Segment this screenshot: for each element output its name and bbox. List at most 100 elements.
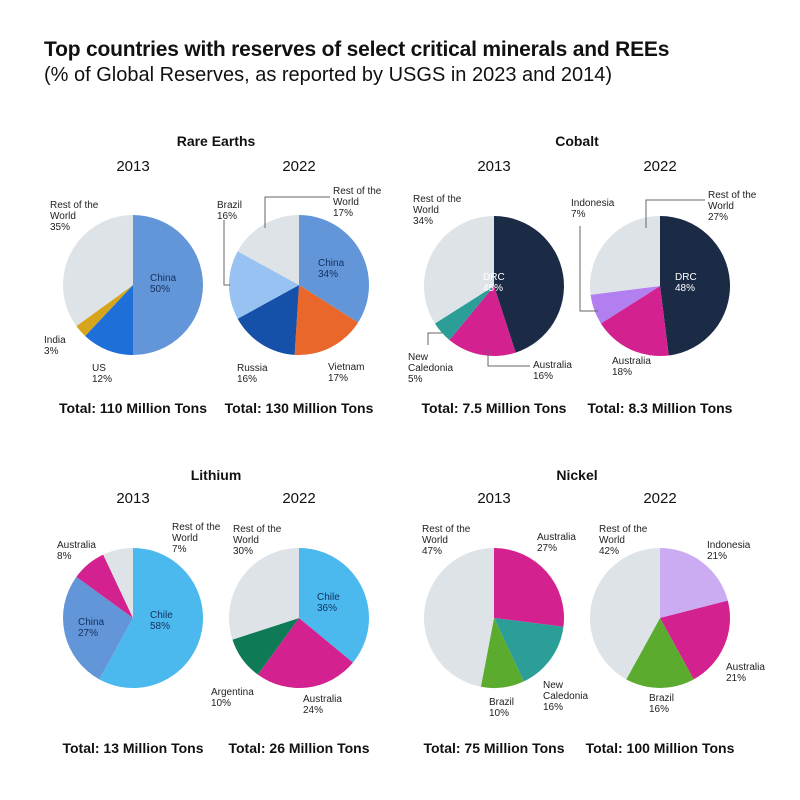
pie-slice-australia [494, 548, 565, 627]
slice-label: Rest of the World 47 [422, 524, 480, 557]
slice-label: Rest of the World 17 [333, 186, 391, 219]
slice-name: Brazil [489, 697, 515, 708]
pie-slice-drc [494, 216, 564, 353]
pie-slice-brazil [480, 618, 524, 689]
year-label: 2022 [282, 158, 316, 175]
pie-slice-australia [76, 554, 133, 618]
slice-name: Rest of the World [233, 524, 282, 546]
slice-percent: 34 [318, 269, 338, 280]
slice-name: Argentina [211, 687, 254, 698]
pie-slice-brazil [229, 251, 299, 319]
slice-percent: 48 [675, 283, 695, 294]
slice-name: Vietnam [328, 362, 365, 373]
pie-slice-rest-of-the-world [423, 548, 494, 687]
year-label: 2013 [116, 158, 150, 175]
slice-label: Indonesia 7 [571, 198, 614, 220]
slice-percent: 16 [217, 211, 237, 222]
slice-label: India 3 [44, 335, 66, 357]
mineral-title: Lithium [190, 467, 242, 483]
pie-slice-argentina [232, 618, 299, 675]
slice-name: Australia [537, 532, 576, 543]
slice-percent: 10 [211, 698, 231, 709]
slice-label: New Caledonia 16 [543, 680, 601, 713]
slice-label: Indonesia 21 [707, 540, 750, 562]
slice-label: Rest of the World 35 [50, 200, 108, 233]
slice-label: Rest of the World 27 [708, 190, 766, 223]
pie-slice-rest-of-the-world [237, 215, 299, 285]
slice-name: Brazil [217, 200, 243, 211]
slice-label: China 34 [318, 258, 344, 280]
slice-percent: 17 [328, 373, 348, 384]
slice-name: Rest of the World [333, 186, 382, 208]
year-label: 2013 [116, 490, 150, 507]
slice-percent: 27 [537, 543, 557, 554]
slice-percent: 50 [150, 284, 170, 295]
pie-slice-rest-of-the-world [590, 548, 660, 680]
slice-percent: 58 [150, 621, 170, 632]
slice-name: China [150, 273, 177, 284]
slice-name: DRC [675, 272, 697, 283]
slice-name: US [92, 363, 106, 374]
slice-name: New Caledonia [543, 680, 589, 702]
slice-name: Rest of the World [413, 194, 462, 216]
slice-label: Australia 21 [726, 662, 765, 684]
slice-label: DRC 45 [483, 272, 505, 294]
slice-percent: 12 [92, 374, 112, 385]
slice-percent: 10 [489, 708, 509, 719]
total-label: Total: 100 Million Tons [585, 740, 735, 756]
pie-slice-rest-of-the-world [63, 215, 133, 327]
total-label: Total: 8.3 Million Tons [587, 400, 733, 416]
page-title: Top countries with reserves of select cr… [44, 38, 670, 61]
slice-percent: 16 [237, 374, 257, 385]
slice-name: Australia [533, 360, 572, 371]
pie-slice-australia [660, 600, 730, 680]
leader-line [487, 350, 530, 367]
slice-percent: 16 [649, 704, 669, 715]
leader-line [645, 199, 705, 228]
slice-label: Brazil 16 [649, 693, 674, 715]
slice-name: Australia [726, 662, 765, 673]
slice-name: Rest of the World [708, 190, 757, 212]
slice-label: China 50 [150, 273, 176, 295]
pie-slice-new-caledonia [494, 618, 564, 682]
slice-name: Indonesia [707, 540, 751, 551]
slice-name: China [318, 258, 345, 269]
slice-label: Australia 24 [303, 694, 342, 716]
slice-name: Indonesia [571, 198, 615, 209]
slice-name: New Caledonia [408, 352, 454, 374]
slice-label: Chile 36 [317, 592, 340, 614]
slice-name: Chile [317, 592, 340, 603]
slice-percent: 7 [571, 209, 585, 220]
slice-percent: 27 [78, 628, 98, 639]
mineral-title: Cobalt [555, 133, 599, 149]
mineral-title: Nickel [556, 467, 598, 483]
slice-percent: 35 [50, 222, 70, 233]
slice-percent: 34 [413, 216, 433, 227]
slice-label: Australia 16 [533, 360, 572, 382]
slice-name: Rest of the World [50, 200, 99, 222]
pie-slice-australia [257, 618, 353, 688]
slice-label: Rest of the World 42 [599, 524, 657, 557]
year-label: 2013 [477, 490, 511, 507]
slice-label: New Caledonia 5 [408, 352, 466, 385]
total-label: Total: 13 Million Tons [62, 740, 204, 756]
pie-slice-us [85, 285, 133, 355]
slice-percent: 21 [726, 673, 746, 684]
pie-slice-rest-of-the-world [424, 216, 494, 324]
pie-slice-rest-of-the-world [589, 216, 660, 295]
pie-slice-india [76, 285, 133, 337]
total-label: Total: 75 Million Tons [423, 740, 565, 756]
slice-name: India [44, 335, 66, 346]
slice-label: DRC 48 [675, 272, 697, 294]
slice-name: Rest of the World [599, 524, 648, 546]
slice-percent: 24 [303, 705, 323, 716]
slice-name: Australia [612, 356, 651, 367]
total-label: Total: 110 Million Tons [58, 400, 208, 416]
pie-slice-chile [99, 548, 204, 688]
slice-label: Rest of the World 7 [172, 522, 230, 555]
leader-line [264, 196, 330, 228]
slice-label: Chile 58 [150, 610, 173, 632]
pie-slice-indonesia [660, 548, 728, 618]
